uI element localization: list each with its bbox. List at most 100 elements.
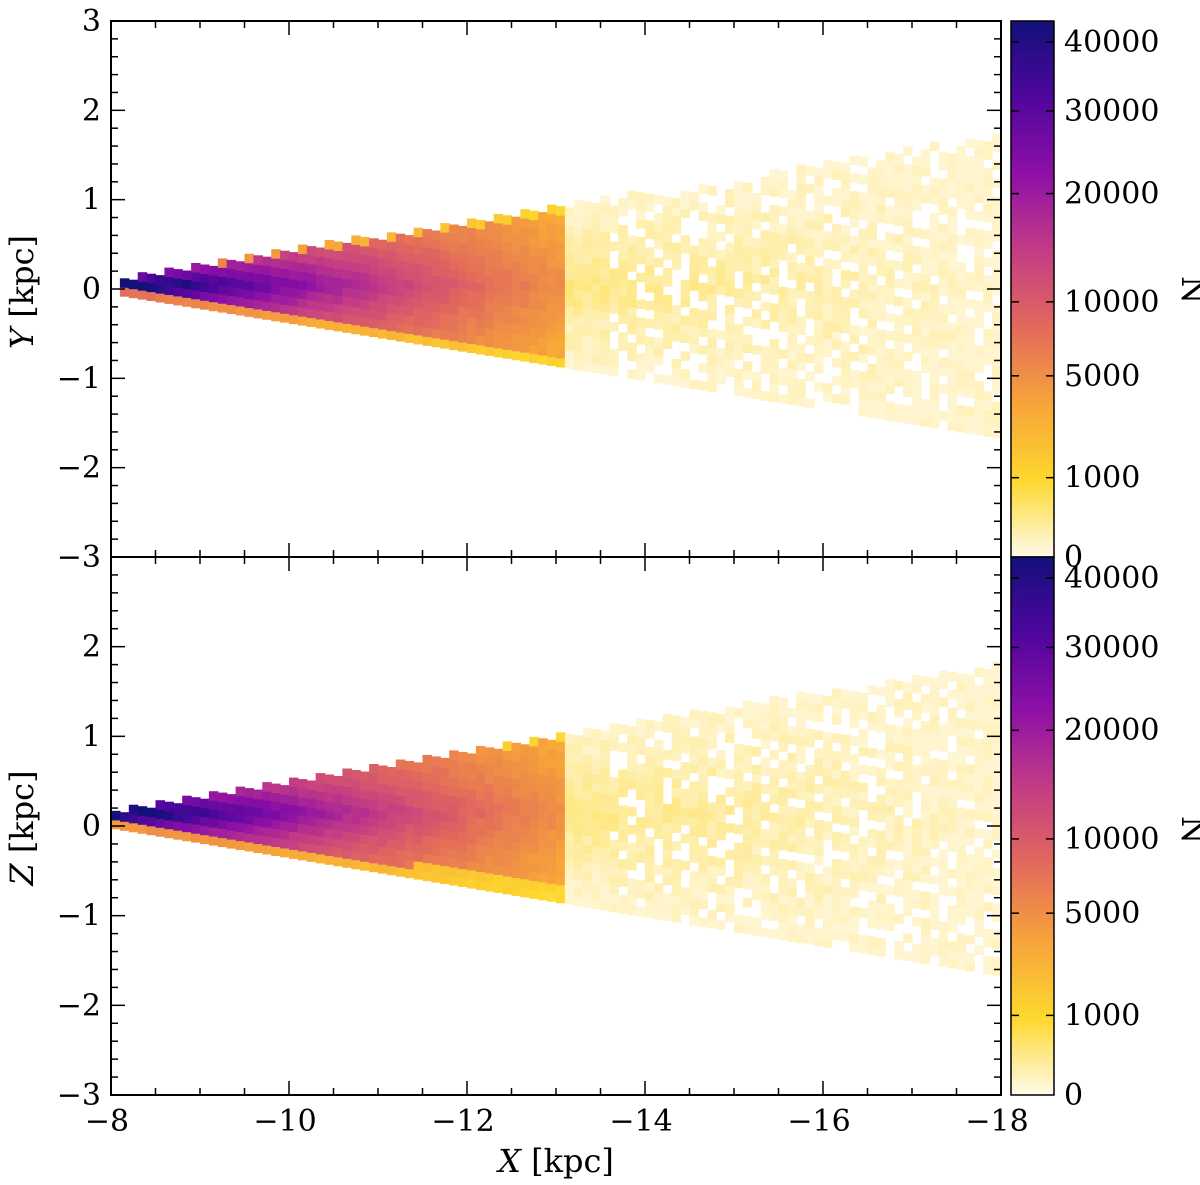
heatmap-cell [912,183,922,193]
heatmap-cell [315,256,326,266]
heatmap-cell [778,769,788,779]
heatmap-cell [974,184,984,195]
heatmap-cell [360,834,370,844]
heatmap-cell [716,357,726,367]
heatmap-cell [778,313,788,324]
heatmap-cell [689,343,699,354]
heatmap-cell [271,249,281,259]
heatmap-cell [938,161,949,171]
heatmap-cell [983,839,993,849]
heatmap-cell [769,714,780,724]
heatmap-cell [627,315,637,326]
heatmap-cell [983,758,993,769]
heatmap-cell [449,269,459,279]
heatmap-cell [484,346,495,356]
heatmap-cell [422,300,432,311]
heatmap-cell [547,757,557,768]
heatmap-cell [974,166,984,177]
heatmap-cell [529,736,539,747]
heatmap-cell [938,849,949,860]
heatmap-cell [814,185,824,195]
heatmap-cell [778,706,788,717]
heatmap-cell [573,280,584,290]
heatmap-cell [244,262,254,273]
heatmap-cell [858,854,869,864]
heatmap-cell [689,308,699,318]
heatmap-cell [769,696,780,706]
heatmap-cell [529,853,539,863]
heatmap-cell [547,811,557,822]
heatmap-cell [831,912,842,923]
heatmap-cell [956,315,966,326]
heatmap-cell [253,282,263,292]
heatmap-cell [760,212,771,222]
heatmap-cell [653,775,664,786]
heatmap-cell [858,264,869,274]
heatmap-cell [609,741,619,751]
heatmap-cell [502,268,513,279]
heatmap-cell [520,253,530,264]
heatmap-cell [262,782,272,792]
heatmap-cell [502,866,513,877]
heatmap-cell [796,790,806,800]
heatmap-cell [912,272,922,283]
heatmap-cell [636,907,646,917]
heatmap-cell [938,957,949,967]
heatmap-cell [609,821,619,832]
heatmap-cell [573,316,584,326]
heatmap-cell [778,394,788,404]
heatmap-cell [564,859,575,869]
heatmap-cell [707,337,717,348]
heatmap-cell [778,912,788,923]
heatmap-cell [645,756,655,766]
heatmap-cell [992,930,1002,940]
heatmap-cell [662,821,673,832]
heatmap-cell [929,731,940,742]
heatmap-cell [333,312,343,323]
heatmap-cell [645,890,655,901]
heatmap-cell [974,390,984,400]
heatmap-cell [289,840,299,850]
heatmap-cell [823,920,833,930]
heatmap-cell [787,216,797,227]
heatmap-cell [493,240,504,251]
heatmap-cell [511,270,521,280]
heatmap-cell [395,795,406,805]
heatmap-cell [769,785,780,796]
heatmap-cell [653,721,664,732]
heatmap-cell [458,769,468,780]
heatmap-cell [564,886,575,896]
heatmap-cell [582,273,593,283]
heatmap-cell [235,270,246,280]
heatmap-cell [831,715,842,725]
heatmap-cell [769,392,780,403]
heatmap-cell [173,812,183,822]
heatmap-cell [600,258,610,268]
heatmap-cell [458,279,468,289]
heatmap-cell [974,712,984,722]
heatmap-cell [947,403,958,414]
heatmap-cell [778,179,788,190]
heatmap-cell [600,302,610,313]
heatmap-cell [591,256,602,266]
heatmap-cell [475,219,486,230]
heatmap-cell [538,274,548,285]
heatmap-cell [493,330,504,340]
heatmap-cell [751,800,762,811]
heatmap-cell [520,343,530,353]
heatmap-cell [671,367,682,378]
colorbar-tick-label: 40000 [1064,561,1159,596]
heatmap-cell [467,878,477,889]
heatmap-cell [947,914,958,924]
heatmap-cell [867,256,877,267]
heatmap-cell [458,288,468,298]
heatmap-cell [315,274,326,284]
heatmap-cell [947,761,958,772]
heatmap-cell [493,258,504,268]
heatmap-cell [440,757,450,768]
heatmap-cell [573,753,584,763]
heatmap-cell [885,268,895,278]
heatmap-cell [404,253,415,263]
heatmap-cell [751,711,762,721]
heatmap-cell [840,815,851,826]
